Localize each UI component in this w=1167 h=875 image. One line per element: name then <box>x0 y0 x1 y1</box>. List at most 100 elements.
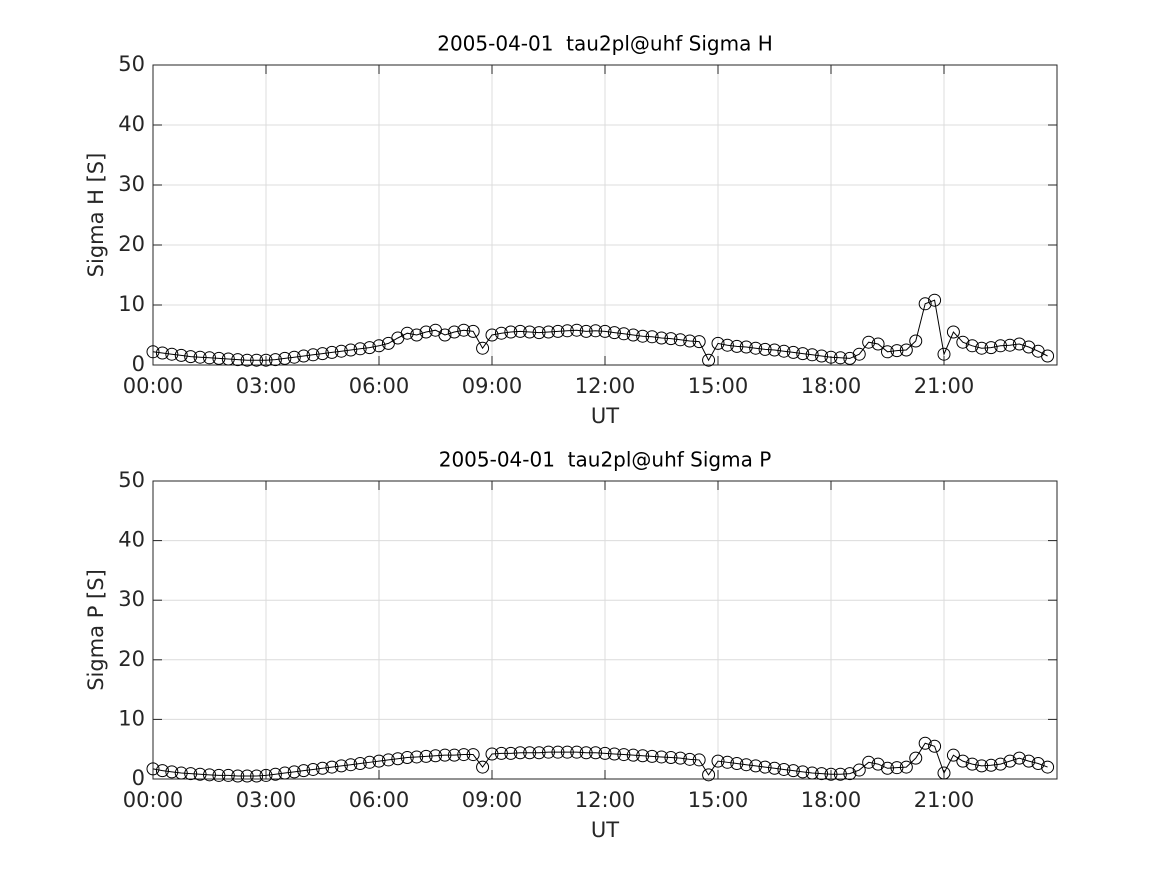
data-point <box>466 324 480 338</box>
data-point <box>937 766 951 780</box>
x-tick-label: 09:00 <box>462 374 523 398</box>
data-point <box>768 343 781 357</box>
y-tick-label: 30 <box>118 587 145 611</box>
data-point <box>833 351 847 365</box>
data-point <box>918 297 932 311</box>
data-point <box>683 334 697 348</box>
data-point <box>231 353 245 367</box>
data-point <box>899 343 913 357</box>
data-point <box>1003 338 1017 352</box>
y-tick-label: 40 <box>118 112 145 136</box>
data-point <box>155 346 169 360</box>
data-point <box>476 341 490 355</box>
data-point <box>391 752 405 766</box>
x-tick-label: 03:00 <box>236 788 297 812</box>
data-point <box>711 754 725 768</box>
data-point <box>523 746 537 760</box>
data-point <box>589 324 603 338</box>
data-point <box>692 753 706 767</box>
data-line <box>152 742 1048 777</box>
data-point <box>786 345 800 359</box>
data-point <box>598 746 612 760</box>
data-point <box>617 748 631 762</box>
data-point <box>645 749 659 763</box>
data-point <box>259 768 273 782</box>
data-point <box>758 342 772 356</box>
data-point <box>956 754 970 768</box>
data-point <box>542 325 555 339</box>
data-point <box>664 751 678 765</box>
data-point <box>683 752 697 766</box>
data-point <box>843 351 857 365</box>
data-point <box>325 760 339 774</box>
data-point <box>184 350 198 364</box>
data-point <box>344 758 358 772</box>
data-point <box>268 767 282 781</box>
data-point <box>739 758 753 772</box>
data-point <box>607 326 621 340</box>
data-point <box>381 753 395 767</box>
data-point <box>278 351 292 365</box>
data-point <box>287 765 301 779</box>
data-point <box>815 767 829 781</box>
data-point <box>956 335 970 349</box>
data-point <box>645 330 659 344</box>
data-point <box>994 757 1007 771</box>
y-tick-label: 20 <box>118 232 145 256</box>
data-point <box>777 344 791 358</box>
data-point <box>240 769 254 783</box>
data-point <box>1022 754 1036 768</box>
x-tick-label: 12:00 <box>575 374 636 398</box>
data-point <box>231 769 245 783</box>
data-point <box>447 325 461 339</box>
data-point <box>636 329 650 343</box>
data-point <box>560 324 574 338</box>
data-point <box>843 767 857 781</box>
data-point <box>965 757 979 771</box>
chart-title: 2005-04-01 tau2pl@uhf Sigma P <box>439 448 772 472</box>
data-point <box>363 755 377 769</box>
data-point <box>410 750 424 764</box>
x-tick-label: 00:00 <box>123 788 184 812</box>
data-point <box>513 324 527 338</box>
data-point <box>504 746 518 760</box>
x-axis-label: UT <box>591 404 619 428</box>
data-point <box>363 341 377 355</box>
data-point <box>975 759 989 773</box>
data-point <box>815 349 829 363</box>
data-point <box>984 341 998 355</box>
data-point <box>193 350 207 364</box>
data-point <box>833 767 847 781</box>
data-point <box>636 749 650 763</box>
data-point <box>720 755 734 769</box>
data-point <box>946 748 960 762</box>
data-point <box>532 746 546 760</box>
data-point <box>494 326 508 340</box>
x-tick-label: 06:00 <box>349 788 410 812</box>
data-point <box>881 761 894 775</box>
data-point <box>203 768 216 782</box>
data-point <box>278 766 292 780</box>
data-point <box>457 323 471 337</box>
data-point <box>306 762 320 776</box>
data-point <box>796 347 810 361</box>
x-tick-label: 15:00 <box>688 788 749 812</box>
data-point <box>457 748 471 762</box>
data-point <box>419 749 433 763</box>
data-point <box>250 769 264 783</box>
data-point <box>551 745 565 759</box>
data-point <box>212 351 226 365</box>
y-axis-label: Sigma H [S] <box>84 153 108 278</box>
data-point <box>306 348 320 362</box>
chart-title: 2005-04-01 tau2pl@uhf Sigma H <box>437 32 773 56</box>
data-point <box>353 757 367 771</box>
data-point <box>617 327 631 341</box>
y-tick-label: 10 <box>118 292 145 316</box>
data-point <box>805 348 819 362</box>
data-point <box>250 353 264 367</box>
data-point <box>485 328 499 342</box>
data-point <box>353 342 367 356</box>
data-point <box>965 339 979 353</box>
data-point <box>504 325 518 339</box>
